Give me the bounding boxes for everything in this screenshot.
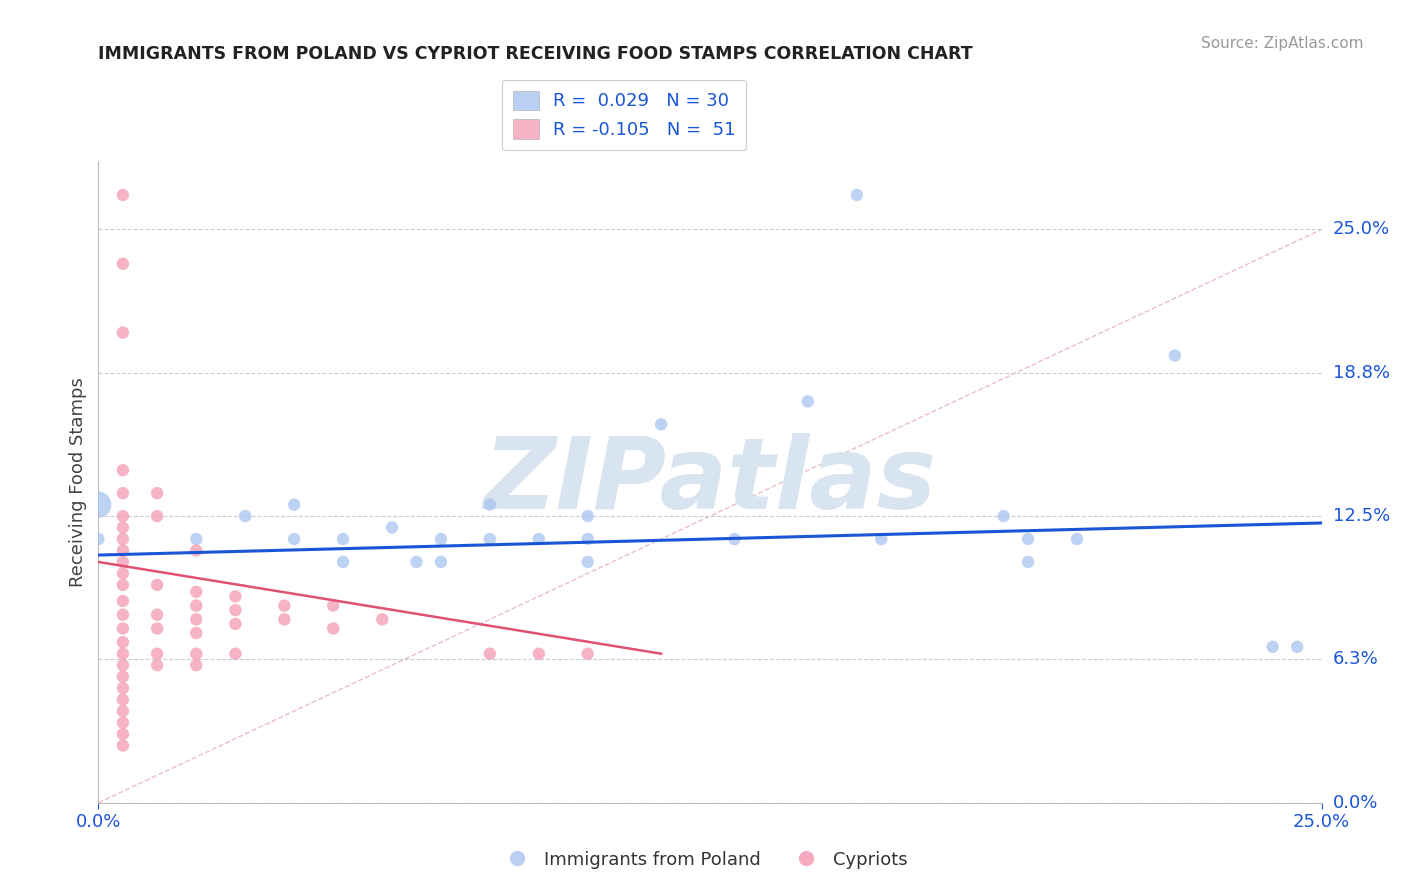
Point <box>322 622 344 636</box>
Point <box>111 607 134 622</box>
Point <box>1066 532 1088 546</box>
Point <box>283 532 305 546</box>
Point <box>111 739 134 753</box>
Point <box>186 532 208 546</box>
Point <box>111 520 134 534</box>
Point <box>111 578 134 592</box>
Point <box>186 612 208 626</box>
Point <box>405 555 427 569</box>
Point <box>371 612 394 626</box>
Point <box>111 486 134 500</box>
Point <box>111 257 134 271</box>
Point <box>650 417 672 432</box>
Point <box>186 658 208 673</box>
Point <box>146 607 169 622</box>
Text: 0.0%: 0.0% <box>1333 794 1378 812</box>
Point <box>576 532 599 546</box>
Point <box>576 555 599 569</box>
Point <box>111 594 134 608</box>
Point <box>146 509 169 524</box>
Text: 25.0%: 25.0% <box>1333 220 1391 238</box>
Point <box>576 647 599 661</box>
Text: IMMIGRANTS FROM POLAND VS CYPRIOT RECEIVING FOOD STAMPS CORRELATION CHART: IMMIGRANTS FROM POLAND VS CYPRIOT RECEIV… <box>98 45 973 62</box>
Point <box>224 590 246 604</box>
Point <box>87 498 110 512</box>
Point <box>283 498 305 512</box>
Point <box>186 599 208 613</box>
Legend: R =  0.029   N = 30, R = -0.105   N =  51: R = 0.029 N = 30, R = -0.105 N = 51 <box>502 79 747 150</box>
Point <box>111 566 134 581</box>
Point <box>111 622 134 636</box>
Point <box>186 626 208 640</box>
Point <box>478 498 501 512</box>
Point <box>430 532 453 546</box>
Point <box>1017 555 1039 569</box>
Point <box>1164 349 1187 363</box>
Point <box>146 578 169 592</box>
Point <box>146 658 169 673</box>
Point <box>111 727 134 741</box>
Point <box>224 616 246 631</box>
Point <box>332 555 354 569</box>
Point <box>111 704 134 718</box>
Point <box>111 543 134 558</box>
Point <box>111 635 134 649</box>
Point <box>527 647 550 661</box>
Point <box>381 520 404 534</box>
Point <box>111 715 134 730</box>
Point <box>186 584 208 599</box>
Point <box>111 692 134 706</box>
Point <box>224 647 246 661</box>
Point <box>111 463 134 477</box>
Point <box>527 532 550 546</box>
Point <box>111 326 134 340</box>
Point <box>322 599 344 613</box>
Point <box>797 394 820 409</box>
Text: ZIPatlas: ZIPatlas <box>484 434 936 530</box>
Point <box>233 509 256 524</box>
Point <box>111 647 134 661</box>
Text: 6.3%: 6.3% <box>1333 650 1378 668</box>
Point <box>273 612 295 626</box>
Point <box>845 188 868 202</box>
Point <box>723 532 745 546</box>
Text: 12.5%: 12.5% <box>1333 507 1391 525</box>
Y-axis label: Receiving Food Stamps: Receiving Food Stamps <box>69 376 87 587</box>
Point <box>430 555 453 569</box>
Point <box>146 647 169 661</box>
Point <box>1017 532 1039 546</box>
Point <box>332 532 354 546</box>
Point <box>111 681 134 695</box>
Point <box>576 509 599 524</box>
Point <box>478 532 501 546</box>
Point <box>111 509 134 524</box>
Point <box>224 603 246 617</box>
Point <box>1286 640 1309 654</box>
Point <box>111 658 134 673</box>
Point <box>146 486 169 500</box>
Point <box>478 647 501 661</box>
Text: Source: ZipAtlas.com: Source: ZipAtlas.com <box>1201 36 1364 51</box>
Point <box>111 670 134 684</box>
Legend: Immigrants from Poland, Cypriots: Immigrants from Poland, Cypriots <box>492 844 914 876</box>
Point <box>186 543 208 558</box>
Point <box>993 509 1015 524</box>
Point <box>186 647 208 661</box>
Point <box>1261 640 1284 654</box>
Point <box>87 532 110 546</box>
Point <box>870 532 893 546</box>
Point <box>111 555 134 569</box>
Point <box>111 532 134 546</box>
Point <box>111 188 134 202</box>
Text: 18.8%: 18.8% <box>1333 364 1389 382</box>
Point <box>273 599 295 613</box>
Point <box>146 622 169 636</box>
